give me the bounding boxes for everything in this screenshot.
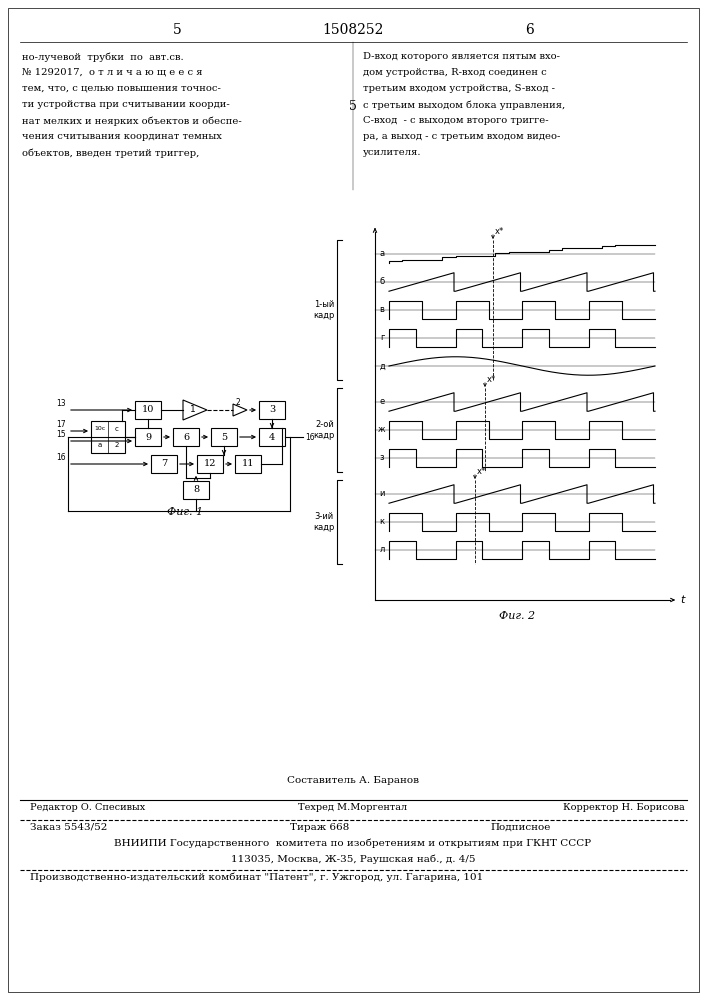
Text: Тираж 668: Тираж 668 <box>290 823 349 832</box>
Text: д: д <box>379 361 385 370</box>
Text: 4: 4 <box>269 432 275 442</box>
Text: ти устройства при считывании коорди-: ти устройства при считывании коорди- <box>22 100 230 109</box>
Text: x*: x* <box>477 467 486 476</box>
Text: 3-ий
кадр: 3-ий кадр <box>314 512 335 532</box>
Text: № 1292017,  о т л и ч а ю щ е е с я: № 1292017, о т л и ч а ю щ е е с я <box>22 68 202 77</box>
Text: но-лучевой  трубки  по  авт.св.: но-лучевой трубки по авт.св. <box>22 52 184 62</box>
Text: Фиг. 1: Фиг. 1 <box>167 507 203 517</box>
Bar <box>259 428 285 446</box>
Text: Корректор Н. Борисова: Корректор Н. Борисова <box>563 803 685 812</box>
Text: в: в <box>380 306 385 314</box>
Text: нат мелких и неярких объектов и обеспе-: нат мелких и неярких объектов и обеспе- <box>22 116 242 125</box>
Bar <box>173 428 199 446</box>
Text: a: a <box>380 249 385 258</box>
Text: объектов, введен третий триггер,: объектов, введен третий триггер, <box>22 148 199 157</box>
Text: a: a <box>98 442 102 448</box>
Text: тем, что, с целью повышения точнос-: тем, что, с целью повышения точнос- <box>22 84 221 93</box>
Text: 5: 5 <box>173 23 182 37</box>
Bar <box>135 401 161 419</box>
Bar <box>183 481 209 499</box>
Bar <box>91 421 125 453</box>
Text: г: г <box>380 334 384 342</box>
Text: 10: 10 <box>142 406 154 414</box>
Text: 2: 2 <box>115 442 119 448</box>
Text: 2-ой
кадр: 2-ой кадр <box>314 420 335 440</box>
Text: c: c <box>115 426 119 432</box>
Text: 6: 6 <box>525 23 534 37</box>
Text: ВНИИПИ Государственного  комитета по изобретениям и открытиям при ГКНТ СССР: ВНИИПИ Государственного комитета по изоб… <box>115 839 592 848</box>
Text: л: л <box>380 546 385 554</box>
Text: 1508252: 1508252 <box>322 23 384 37</box>
Text: 7: 7 <box>161 460 167 468</box>
Text: е: е <box>380 397 385 406</box>
Text: 11: 11 <box>242 460 255 468</box>
Text: Фиг. 2: Фиг. 2 <box>499 611 536 621</box>
Text: Производственно-издательский комбинат "Патент", г. Ужгород, ул. Гагарина, 101: Производственно-издательский комбинат "П… <box>30 873 484 882</box>
Text: 9: 9 <box>145 432 151 442</box>
Bar <box>135 428 161 446</box>
Text: з: з <box>380 454 384 462</box>
Text: 5: 5 <box>221 432 227 442</box>
Text: усилителя.: усилителя. <box>363 148 421 157</box>
Text: 2: 2 <box>235 398 240 407</box>
Text: 113035, Москва, Ж-35, Раушская наб., д. 4/5: 113035, Москва, Ж-35, Раушская наб., д. … <box>230 855 475 864</box>
Text: Заказ 5543/52: Заказ 5543/52 <box>30 823 107 832</box>
Text: 1-ый
кадр: 1-ый кадр <box>314 300 335 320</box>
Text: 16: 16 <box>305 432 315 442</box>
Text: чения считывания координат темных: чения считывания координат темных <box>22 132 222 141</box>
Text: дом устройства, R-вход соединен с: дом устройства, R-вход соединен с <box>363 68 547 77</box>
Text: Техред М.Моргентал: Техред М.Моргентал <box>298 803 407 812</box>
Text: ж: ж <box>378 426 386 434</box>
Text: t: t <box>680 595 684 605</box>
Text: x*: x* <box>487 375 496 384</box>
Text: 3: 3 <box>269 406 275 414</box>
Text: С-вход  - с выходом второго тригге-: С-вход - с выходом второго тригге- <box>363 116 549 125</box>
Text: Подписное: Подписное <box>490 823 550 832</box>
Bar <box>197 455 223 473</box>
Polygon shape <box>233 404 247 416</box>
Bar <box>211 428 237 446</box>
Text: D-вход которого является пятым вхо-: D-вход которого является пятым вхо- <box>363 52 560 61</box>
Text: с третьим выходом блока управления,: с третьим выходом блока управления, <box>363 100 566 109</box>
Text: 13: 13 <box>57 399 66 408</box>
Bar <box>235 455 261 473</box>
Text: б: б <box>380 277 385 286</box>
Text: Редактор О. Спесивых: Редактор О. Спесивых <box>30 803 145 812</box>
Text: 6: 6 <box>183 432 189 442</box>
Text: 10c: 10c <box>94 426 105 432</box>
Text: 15: 15 <box>57 430 66 439</box>
Text: x*: x* <box>495 227 504 236</box>
Text: и: и <box>380 489 385 498</box>
Text: 8: 8 <box>193 486 199 494</box>
Text: 1: 1 <box>190 406 196 414</box>
Bar <box>151 455 177 473</box>
Text: третьим входом устройства, S-вход -: третьим входом устройства, S-вход - <box>363 84 555 93</box>
Text: ра, а выход - с третьим входом видео-: ра, а выход - с третьим входом видео- <box>363 132 561 141</box>
Text: 12: 12 <box>204 460 216 468</box>
Text: Составитель А. Баранов: Составитель А. Баранов <box>287 776 419 785</box>
Polygon shape <box>183 400 207 420</box>
Text: к: к <box>380 518 385 526</box>
Text: 17: 17 <box>57 420 66 429</box>
Text: 16: 16 <box>57 453 66 462</box>
Bar <box>259 401 285 419</box>
Text: 5: 5 <box>349 100 357 113</box>
